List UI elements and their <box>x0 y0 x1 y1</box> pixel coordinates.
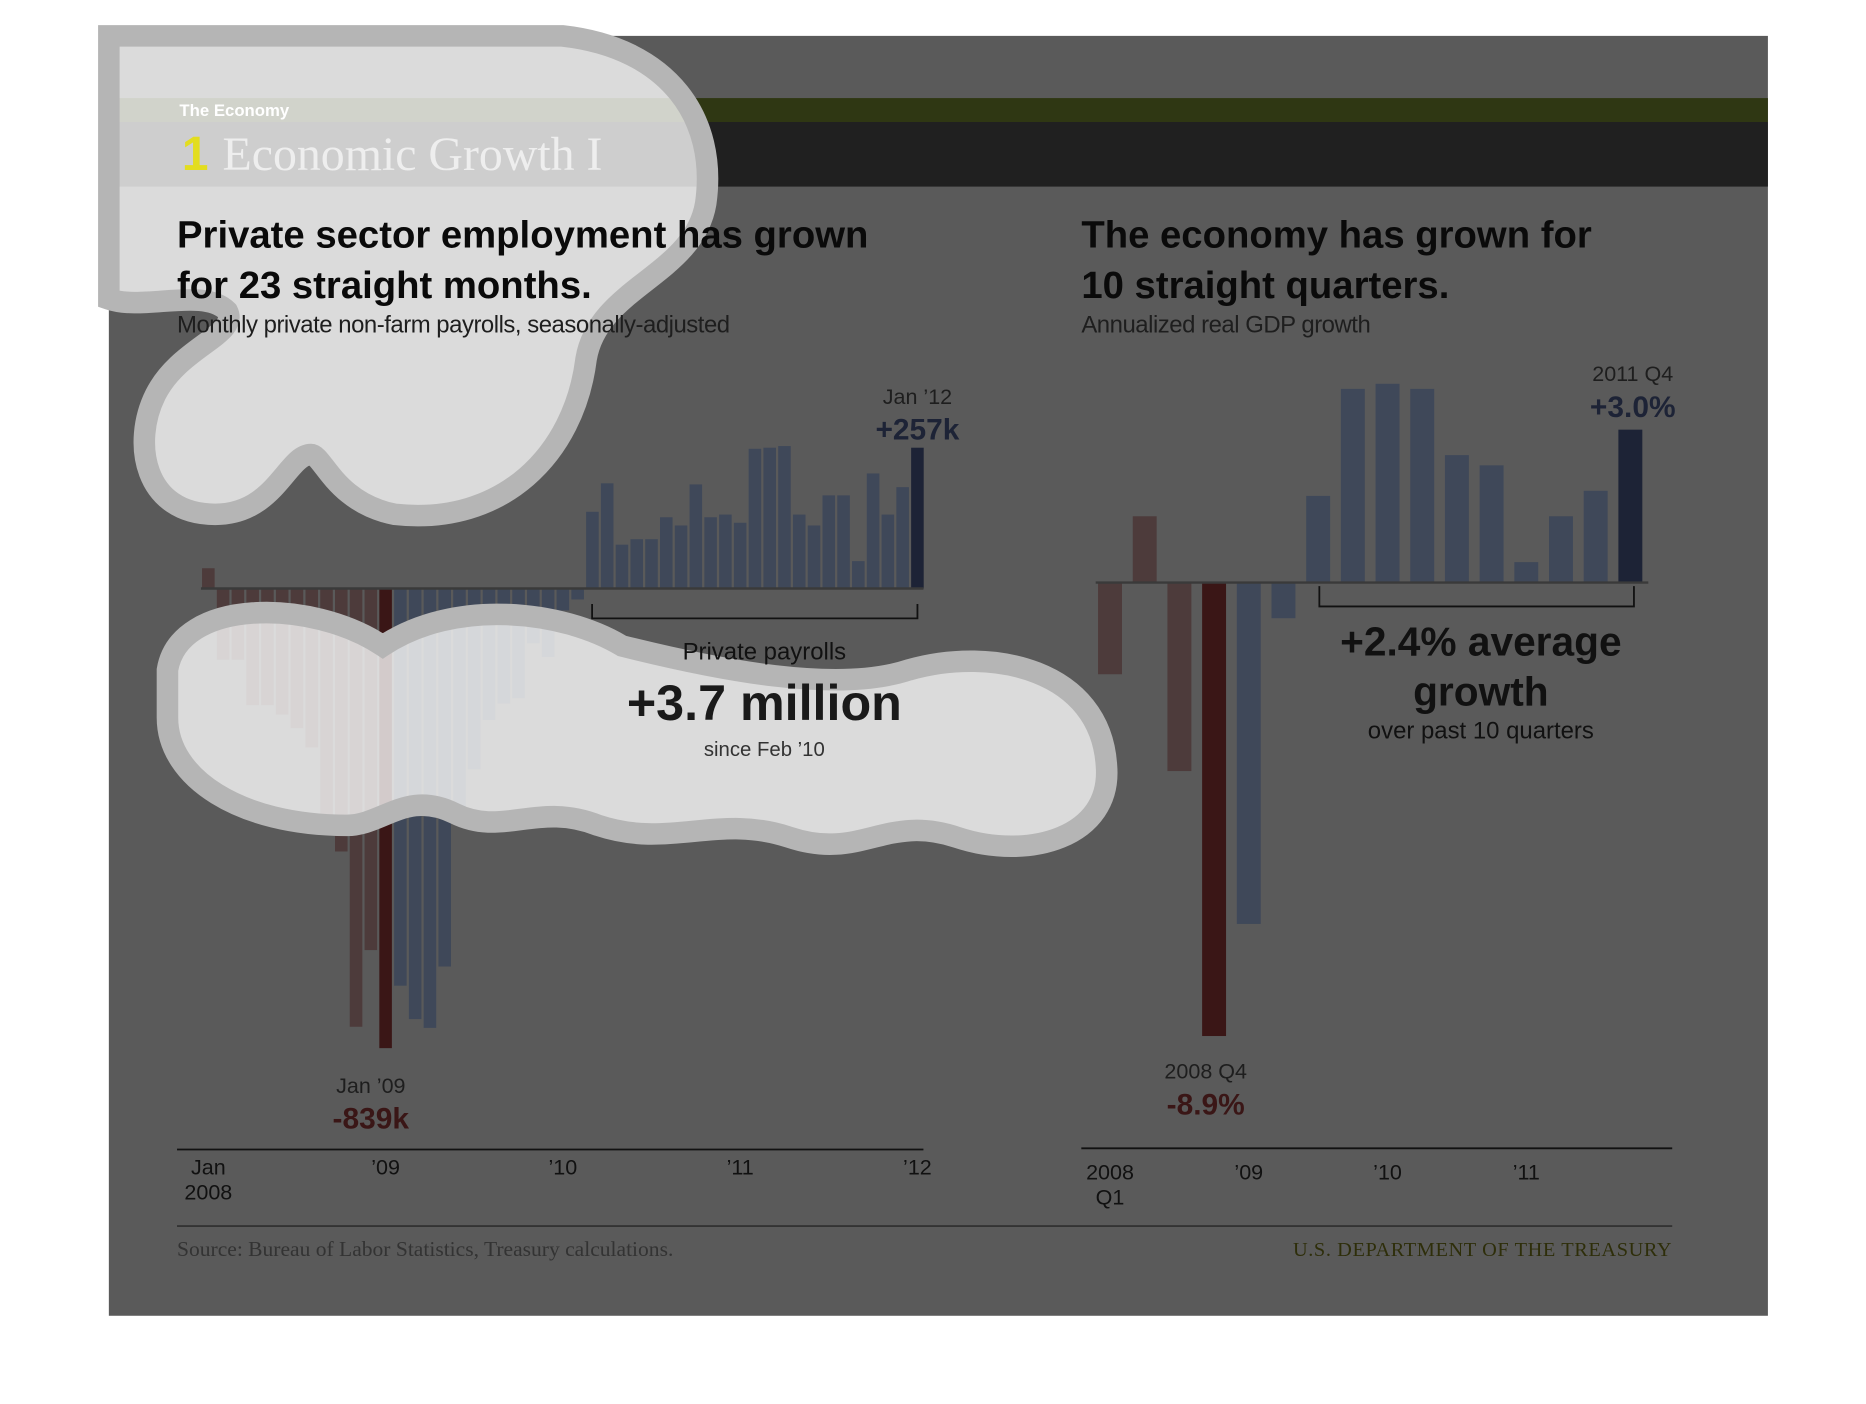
x-tick-label: ’10 <box>548 1155 578 1180</box>
bar <box>778 446 791 589</box>
x-tick-label: ’12 <box>903 1155 932 1180</box>
bar <box>630 539 644 589</box>
bar <box>674 525 688 589</box>
bar <box>748 448 762 589</box>
chart-subtitle: Annualized real GDP growth <box>1081 312 1371 339</box>
bar <box>1132 516 1157 583</box>
x-tick-label: ’10 <box>1373 1160 1402 1185</box>
bar <box>1479 465 1504 583</box>
bar <box>792 514 806 589</box>
x-tick-label: ’11 <box>726 1155 754 1180</box>
bar <box>615 544 629 589</box>
annotation-label: 2011 Q4 <box>1592 362 1674 386</box>
bar <box>881 514 895 589</box>
bar <box>600 483 614 589</box>
x-tick-label: ’11 <box>1512 1160 1540 1185</box>
bar <box>1618 429 1643 583</box>
chart-title: Private sector employment has grown for … <box>177 212 869 307</box>
x-tick-label: ’09 <box>371 1155 400 1180</box>
annotation-label: 2008 Q4 <box>1164 1059 1248 1084</box>
x-tick-label: Jan 2008 <box>184 1155 233 1205</box>
annotation-label: Jan ’09 <box>336 1073 406 1098</box>
chart-subtitle: Monthly private non-farm payrolls, seaso… <box>177 312 730 339</box>
bar <box>807 525 821 589</box>
bar <box>1167 582 1192 772</box>
bar <box>645 539 658 589</box>
callout-value: +2.4% average growth <box>1340 619 1622 716</box>
section-number: 1 <box>181 127 209 181</box>
callout-note: over past 10 quarters <box>1367 718 1594 745</box>
bar <box>852 561 865 589</box>
bar <box>704 517 717 589</box>
bar <box>556 588 570 611</box>
bar <box>202 568 215 589</box>
bar <box>837 495 850 589</box>
annotation-value: -8.9% <box>1166 1088 1245 1122</box>
bar <box>1583 490 1608 583</box>
bar <box>896 487 909 589</box>
bar <box>733 522 747 589</box>
bar <box>911 447 924 589</box>
bar <box>1549 516 1573 583</box>
bar <box>660 517 673 589</box>
bar <box>1236 582 1261 924</box>
bar <box>1375 383 1400 583</box>
x-tick-label: 2008 Q1 <box>1086 1160 1134 1209</box>
bar <box>1306 495 1331 583</box>
bar <box>763 447 776 589</box>
section-label: The Economy <box>179 100 290 120</box>
bar <box>1271 582 1296 619</box>
callout-value: +3.7 million <box>626 674 902 731</box>
bracket <box>1318 586 1635 608</box>
annotation-value: -839k <box>332 1102 410 1136</box>
bar <box>1202 582 1227 1037</box>
bar <box>586 511 599 589</box>
highlight-blob <box>156 601 1118 858</box>
agency: U.S. DEPARTMENT OF THE TREASURY <box>1292 1238 1673 1261</box>
bar <box>571 588 584 600</box>
chart-title: The economy has grown for 10 straight qu… <box>1081 212 1592 307</box>
page-title: Economic Growth I <box>222 126 603 181</box>
bar <box>822 495 836 589</box>
annotation-value: +257k <box>875 413 960 447</box>
bar <box>1340 388 1365 583</box>
annotation-label: Jan ’12 <box>882 384 953 409</box>
bracket <box>591 604 919 620</box>
annotation-value: +3.0% <box>1589 390 1676 425</box>
bar <box>866 473 880 589</box>
source: Source: Bureau of Labor Statistics, Trea… <box>177 1236 674 1261</box>
x-tick-label: ’09 <box>1234 1160 1264 1185</box>
bar <box>1410 388 1435 583</box>
callout-label: Private payrolls <box>682 639 847 666</box>
bar <box>1514 562 1539 583</box>
bar <box>719 514 732 589</box>
bar <box>1444 455 1469 583</box>
bar <box>689 484 703 589</box>
callout-note: since Feb ’10 <box>703 738 825 762</box>
highlight-blob <box>98 25 719 527</box>
bar <box>1098 582 1122 675</box>
